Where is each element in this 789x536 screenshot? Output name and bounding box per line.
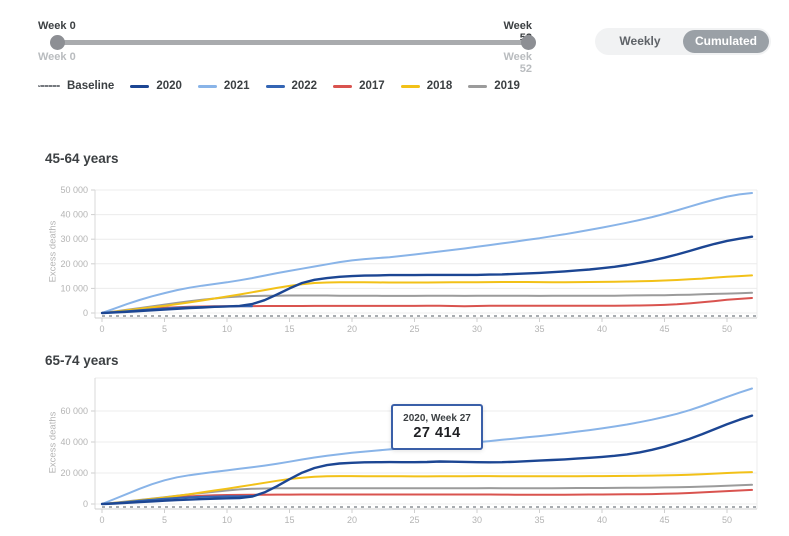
x-tick-label: 10 [222,324,232,334]
x-tick-label: 35 [534,324,544,334]
legend-swatch-2020 [130,84,150,88]
chart2-title: 65-74 years [45,353,119,368]
x-tick-label: 15 [284,515,294,525]
x-tick-label: 0 [99,515,104,525]
week-range-slider-handle-start[interactable] [50,35,65,50]
x-tick-label: 50 [722,515,732,525]
series-line-2017 [101,488,753,505]
x-tick-label: 40 [597,324,607,334]
legend-swatch-2019 [468,84,488,88]
series-line-2019 [101,291,753,314]
y-tick-label: 30 000 [60,234,88,244]
x-tick-label: 40 [597,515,607,525]
y-tick-label: 0 [83,308,88,318]
legend-label: 2019 [494,80,520,92]
legend-swatch-baseline [38,85,60,87]
x-tick-label: 30 [472,324,482,334]
legend-item-2021[interactable]: 2021 [197,80,250,92]
legend-swatch-2022 [265,84,285,88]
x-tick-label: 5 [162,515,167,525]
y-tick-label: 20 000 [60,468,88,478]
x-tick-label: 0 [99,324,104,334]
legend-label: Baseline [67,80,115,92]
legend-label: 2021 [223,80,250,92]
slider-end-sublabel: Week 52 [503,51,532,75]
legend: Baseline 2020 2021 2022 2017 2018 2019 [38,78,520,94]
series-line-2019 [101,483,753,505]
legend-label: 2018 [426,80,453,92]
tooltip-series-week: 2020, Week 27 [403,413,471,424]
legend-item-2022[interactable]: 2022 [265,80,318,92]
slider-start-sublabel: Week 0 [38,51,76,63]
legend-label: 2022 [291,80,318,92]
x-tick-label: 5 [162,324,167,334]
view-mode-toggle: Weekly Cumulated [595,28,771,55]
legend-label: 2017 [359,80,385,92]
y-tick-label: 50 000 [60,185,88,195]
toggle-option-cumulated[interactable]: Cumulated [683,30,769,53]
legend-item-2018[interactable]: 2018 [400,80,453,92]
y-tick-label: 40 000 [60,210,88,220]
x-tick-label: 25 [409,324,419,334]
x-tick-label: 50 [722,324,732,334]
chart-65-74-years[interactable]: 0 20 000 40 000 60 000 0 5 10 15 20 25 30 35 40 45 50 [55,375,789,533]
chart-45-64-years[interactable]: 0 10 000 20 000 30 000 40 000 50 000 0 5 10 15 20 2… [55,183,789,340]
series-line-2020 [100,414,754,506]
x-tick-label: 20 [347,324,357,334]
legend-swatch-2021 [197,84,217,88]
legend-label: 2020 [156,80,182,92]
series-line-2021 [101,192,753,314]
series-line-2020 [100,235,754,315]
x-tick-label: 45 [659,324,669,334]
legend-item-2019[interactable]: 2019 [468,80,520,92]
legend-item-2017[interactable]: 2017 [333,80,385,92]
series-line-2018 [101,471,753,505]
x-tick-label: 20 [347,515,357,525]
series-line-2018 [101,274,753,314]
chart1-title: 45-64 years [45,151,119,166]
week-range-slider-track[interactable] [57,40,528,45]
y-tick-label: 40 000 [60,437,88,447]
y-tick-label: 60 000 [60,406,88,416]
x-tick-label: 15 [284,324,294,334]
chart-tooltip: 2020, Week 27 27 414 [391,404,483,450]
x-tick-label: 10 [222,515,232,525]
y-tick-label: 10 000 [60,283,88,293]
legend-item-2020[interactable]: 2020 [130,80,182,92]
y-tick-label: 0 [83,499,88,509]
legend-swatch-2017 [333,84,353,88]
y-tick-label: 20 000 [60,259,88,269]
tooltip-value: 27 414 [413,425,461,441]
x-tick-label: 45 [659,515,669,525]
x-tick-label: 30 [472,515,482,525]
legend-item-baseline[interactable]: Baseline [38,80,114,92]
slider-start-label: Week 0 [38,20,76,32]
week-range-slider-handle-end[interactable] [521,35,536,50]
legend-swatch-2018 [400,84,420,88]
x-tick-label: 25 [409,515,419,525]
toggle-option-weekly[interactable]: Weekly [619,34,661,48]
x-tick-label: 35 [534,515,544,525]
